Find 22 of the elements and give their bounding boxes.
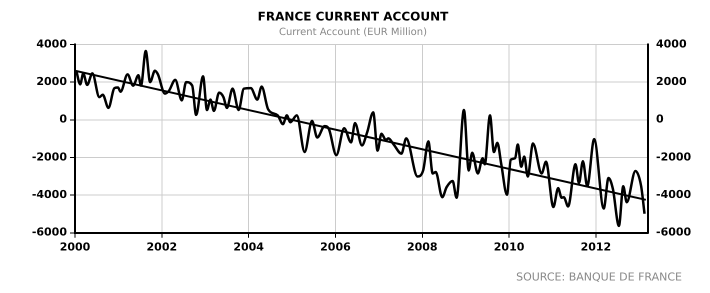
y-tick-label: -6000 — [32, 226, 68, 239]
y-tick-label: 2000 — [36, 74, 68, 88]
x-tick-label: 2008 — [406, 240, 438, 254]
y2-tick-label: -6000 — [656, 226, 692, 239]
x-tick-label: 2000 — [60, 240, 91, 254]
x-tick-label: 2006 — [320, 240, 352, 254]
y-tick-label: 0 — [59, 112, 68, 126]
chart-title: FRANCE CURRENT ACCOUNT — [258, 9, 450, 24]
source-note: SOURCE: BANQUE DE FRANCE — [516, 270, 682, 284]
y2-tick-label: -4000 — [656, 188, 692, 201]
y2-tick-label: 4000 — [656, 37, 687, 50]
y-tick-label: 4000 — [36, 37, 68, 50]
y-tick-label: -4000 — [32, 188, 68, 201]
y2-tick-label: 2000 — [656, 74, 687, 88]
x-tick-label: 2010 — [494, 240, 525, 254]
y2-tick-label: 0 — [656, 112, 664, 126]
x-tick-label: 2004 — [233, 240, 264, 254]
y-tick-label: -2000 — [32, 150, 68, 164]
x-tick-label: 2002 — [146, 240, 178, 254]
y2-tick-label: -2000 — [656, 150, 692, 164]
chart-subtitle: Current Account (EUR Million) — [278, 26, 428, 38]
x-tick-label: 2012 — [580, 240, 612, 254]
